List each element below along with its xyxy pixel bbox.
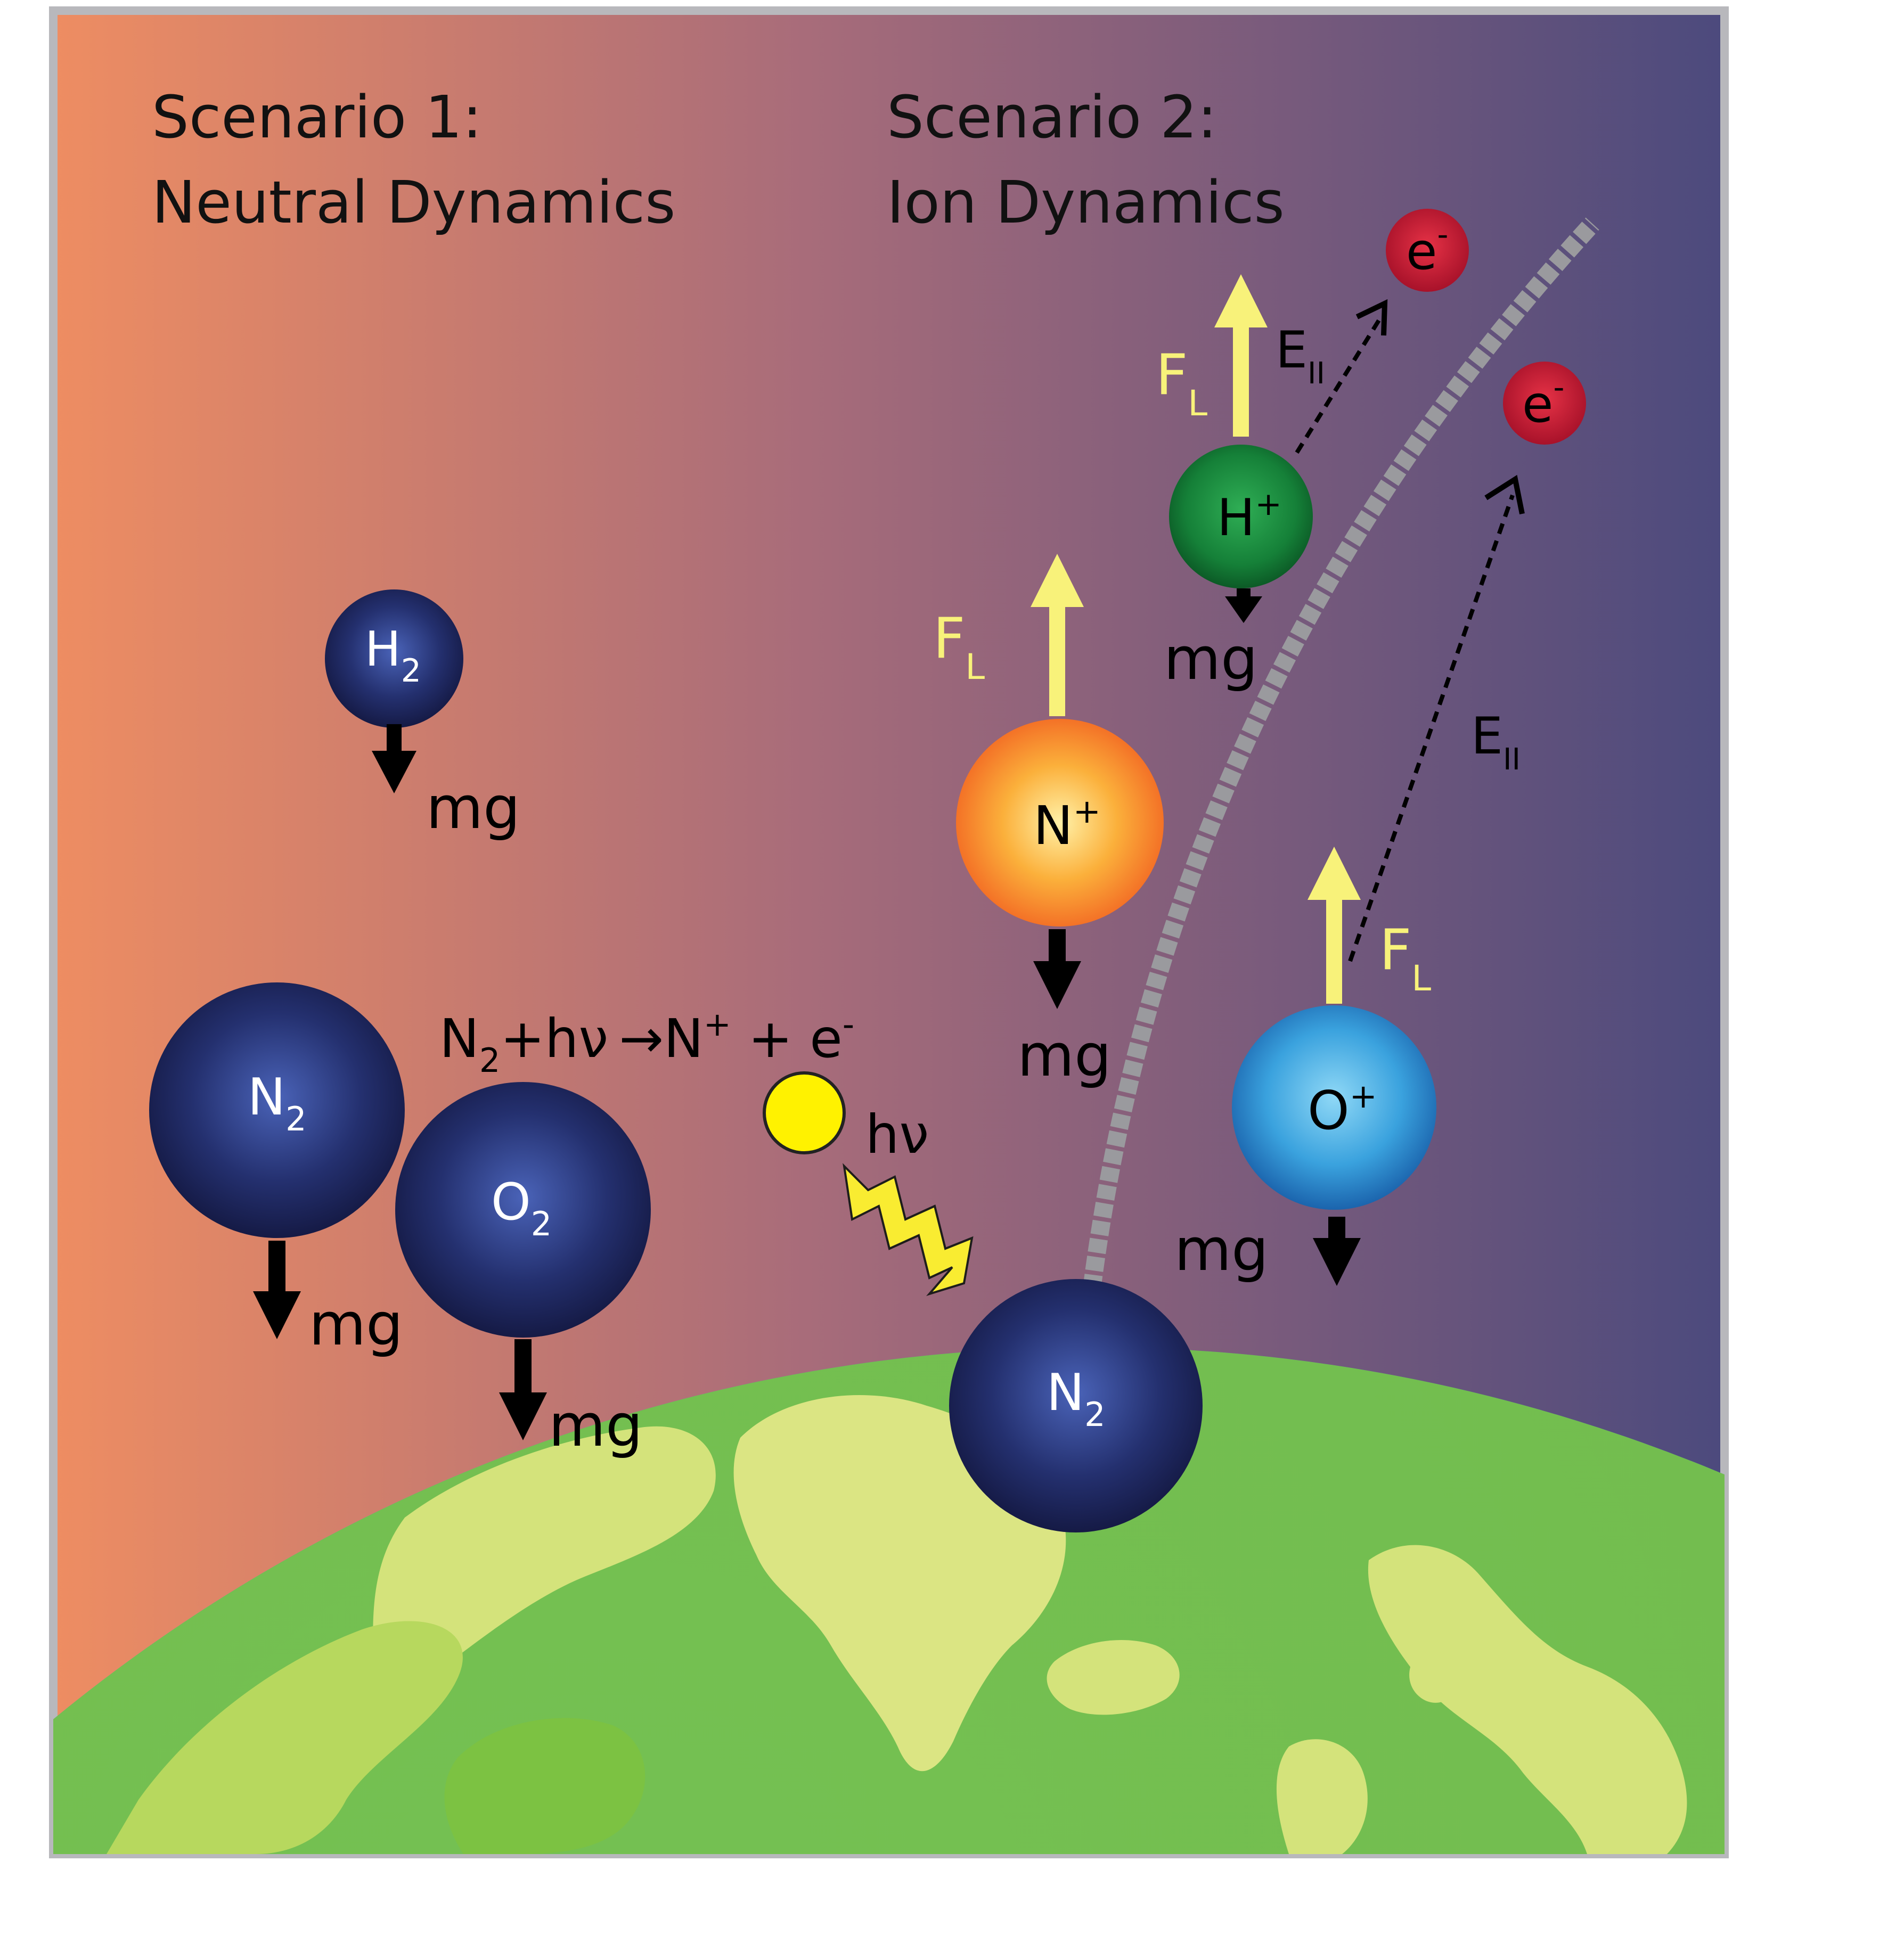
n-plus-label: N+ xyxy=(1033,792,1101,857)
scenario-2-subtitle: Ion Dynamics xyxy=(887,168,1285,236)
electron-2-label: e- xyxy=(1522,369,1564,434)
land-canada xyxy=(107,1621,463,1854)
n2-left-sphere xyxy=(149,982,405,1238)
n2-left-gravity-arrow xyxy=(253,1241,301,1339)
n-plus-gravity-head xyxy=(1033,961,1081,1009)
electron-1-label: e- xyxy=(1406,216,1448,281)
o2-gravity-arrow xyxy=(499,1339,547,1440)
o2-mg-label: mg xyxy=(549,1391,643,1460)
o-plus-fl-label: FL xyxy=(1379,917,1431,999)
scenario-1-subtitle: Neutral Dynamics xyxy=(152,168,675,236)
h-plus-lorentz-head xyxy=(1214,274,1268,327)
scenario-1-heading: Scenario 1: Neutral Dynamics xyxy=(152,83,675,236)
n-plus-mg-label: mg xyxy=(1017,1021,1112,1089)
h-plus-e-field-line xyxy=(1295,318,1382,454)
land-svalbard xyxy=(1409,1652,1459,1703)
n-plus-lorentz-arrow xyxy=(1031,554,1084,716)
n2-left-label: N2 xyxy=(248,1068,307,1138)
n2-molecule-left: N2 xyxy=(149,982,405,1238)
n-plus-sphere xyxy=(956,719,1164,927)
electron-2: e- xyxy=(1503,362,1586,445)
h-plus-sphere xyxy=(1169,445,1313,588)
photoionization-equation: N2+hν →N+ + e- xyxy=(439,1005,854,1080)
n-plus-gravity-arrow xyxy=(1033,929,1081,1009)
h-plus-gravity-head xyxy=(1225,596,1262,623)
h2-gravity-arrow xyxy=(372,724,416,793)
land-scandinavia xyxy=(1368,1545,1687,1854)
o-plus-mg-label: mg xyxy=(1174,1216,1269,1284)
o-plus-e-field-label: EII xyxy=(1471,707,1521,777)
o-plus-gravity-head xyxy=(1313,1238,1361,1286)
h2-molecule: H2 xyxy=(325,589,463,728)
sun-icon xyxy=(763,1071,846,1154)
o-plus-lorentz-head xyxy=(1308,847,1361,900)
n-plus-lorentz-head xyxy=(1031,554,1084,607)
o-plus-e-field-line xyxy=(1348,494,1515,962)
o-plus-label: O+ xyxy=(1308,1077,1377,1142)
n2-earth-label: N2 xyxy=(1047,1364,1106,1434)
land-british-isles xyxy=(1276,1739,1368,1854)
h-plus-e-field-head xyxy=(1355,299,1388,336)
h-plus-e-field-label: EII xyxy=(1276,321,1325,391)
n-plus-ion: N+ xyxy=(956,719,1164,927)
o2-gravity-head xyxy=(499,1392,547,1440)
n2-molecule-earth: N2 xyxy=(949,1279,1203,1532)
n2-earth-sphere xyxy=(949,1279,1203,1532)
land-hudson xyxy=(444,1718,645,1854)
o-plus-e-field-head xyxy=(1484,474,1525,514)
o2-label: O2 xyxy=(491,1173,552,1243)
o2-molecule: O2 xyxy=(395,1082,651,1338)
electron-1-sphere xyxy=(1386,209,1469,292)
h-plus-mg-label: mg xyxy=(1164,625,1258,693)
scenario-2-title: Scenario 2: xyxy=(887,83,1217,151)
h2-gravity-head xyxy=(372,751,416,793)
n2-left-mg-label: mg xyxy=(309,1290,403,1358)
h2-mg-label: mg xyxy=(426,774,520,842)
n-plus-fl-label: FL xyxy=(933,606,985,687)
h2-sphere xyxy=(325,589,463,728)
photon-label: hν xyxy=(865,1103,929,1166)
o2-sphere xyxy=(395,1082,651,1338)
h-plus-label: H+ xyxy=(1217,486,1282,547)
scenario-1-title: Scenario 1: xyxy=(152,83,482,151)
o-plus-lorentz-arrow xyxy=(1308,847,1361,1004)
o-plus-sphere xyxy=(1232,1005,1436,1210)
h-plus-lorentz-arrow xyxy=(1214,274,1268,437)
magnetic-field-line xyxy=(1083,217,1599,1290)
photon-lightning-icon xyxy=(843,1163,974,1296)
land-arctic-islands xyxy=(373,1426,716,1683)
scenario-2-heading: Scenario 2: Ion Dynamics xyxy=(887,83,1285,236)
land-iceland xyxy=(1047,1640,1180,1715)
h-plus-fl-label: FL xyxy=(1156,342,1207,424)
o-plus-gravity-arrow xyxy=(1313,1217,1361,1286)
h2-label: H2 xyxy=(365,621,421,690)
h-plus-gravity-arrow xyxy=(1225,588,1262,623)
n2-left-gravity-head xyxy=(253,1291,301,1339)
earth xyxy=(53,1347,1725,1854)
o-plus-ion: O+ xyxy=(1232,1005,1436,1210)
electron-2-sphere xyxy=(1503,362,1586,445)
electron-1: e- xyxy=(1386,209,1469,292)
h-plus-ion: H+ xyxy=(1169,445,1313,588)
